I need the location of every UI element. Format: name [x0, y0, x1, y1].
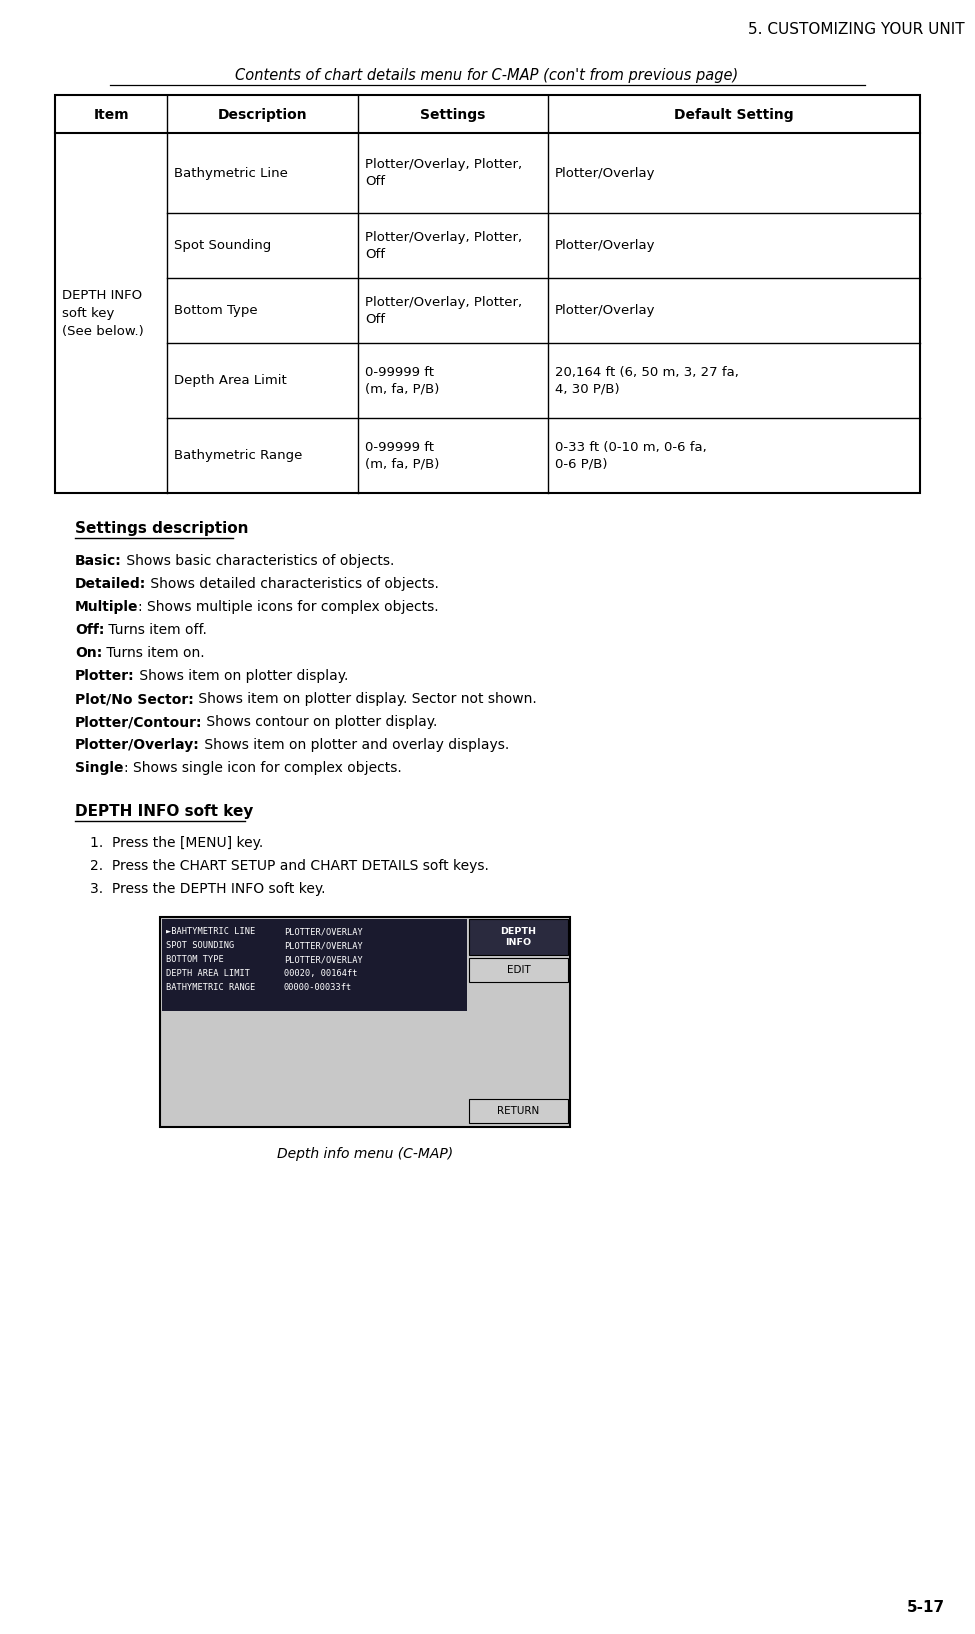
Text: 1.  Press the [MENU] key.: 1. Press the [MENU] key. [90, 837, 263, 850]
Text: Bathymetric Range: Bathymetric Range [175, 449, 303, 462]
Text: Shows basic characteristics of objects.: Shows basic characteristics of objects. [122, 554, 394, 569]
Text: EDIT: EDIT [507, 966, 530, 975]
Text: Shows item on plotter display.: Shows item on plotter display. [135, 668, 348, 683]
Text: Plotter/Overlay, Plotter,
Off: Plotter/Overlay, Plotter, Off [365, 296, 522, 325]
Text: 0-99999 ft
(m, fa, P/B): 0-99999 ft (m, fa, P/B) [365, 366, 439, 395]
Text: 0-99999 ft
(m, fa, P/B): 0-99999 ft (m, fa, P/B) [365, 441, 439, 471]
Text: DEPTH INFO soft key: DEPTH INFO soft key [75, 804, 254, 819]
Text: On:: On: [75, 645, 102, 660]
Text: Basic:: Basic: [75, 554, 122, 569]
Text: 20,164 ft (6, 50 m, 3, 27 fa,
4, 30 P/B): 20,164 ft (6, 50 m, 3, 27 fa, 4, 30 P/B) [555, 366, 739, 395]
Text: 0-33 ft (0-10 m, 0-6 fa,
0-6 P/B): 0-33 ft (0-10 m, 0-6 fa, 0-6 P/B) [555, 441, 707, 471]
Text: RETURN: RETURN [497, 1106, 539, 1116]
Text: Shows item on plotter display. Sector not shown.: Shows item on plotter display. Sector no… [194, 693, 536, 706]
Text: Detailed:: Detailed: [75, 577, 146, 592]
Text: BOTTOM TYPE: BOTTOM TYPE [166, 954, 223, 964]
Text: Single: Single [75, 761, 124, 775]
Text: Plotter/Overlay, Plotter,
Off: Plotter/Overlay, Plotter, Off [365, 158, 522, 188]
Text: DEPTH AREA LIMIT: DEPTH AREA LIMIT [166, 969, 250, 979]
Text: 5. CUSTOMIZING YOUR UNIT: 5. CUSTOMIZING YOUR UNIT [749, 21, 965, 38]
Text: Depth info menu (C-MAP): Depth info menu (C-MAP) [277, 1147, 453, 1162]
Text: Off:: Off: [75, 623, 104, 637]
Text: Shows contour on plotter display.: Shows contour on plotter display. [203, 716, 438, 729]
Text: Depth Area Limit: Depth Area Limit [175, 374, 288, 387]
Text: 00020, 00164ft: 00020, 00164ft [284, 969, 358, 979]
Text: Plotter/Contour:: Plotter/Contour: [75, 716, 203, 729]
Bar [162, 918, 467, 1011]
Bar [160, 917, 570, 1127]
Text: 3.  Press the DEPTH INFO soft key.: 3. Press the DEPTH INFO soft key. [90, 882, 326, 895]
Text: : Shows multiple icons for complex objects.: : Shows multiple icons for complex objec… [138, 600, 439, 614]
Text: Turns item on.: Turns item on. [102, 645, 205, 660]
Text: PLOTTER/OVERLAY: PLOTTER/OVERLAY [284, 954, 363, 964]
Text: Spot Sounding: Spot Sounding [175, 239, 272, 252]
Text: Default Setting: Default Setting [675, 108, 794, 123]
Text: 00000-00033ft: 00000-00033ft [284, 984, 352, 992]
Text: BATHYMETRIC RANGE: BATHYMETRIC RANGE [166, 984, 255, 992]
Text: Turns item off.: Turns item off. [104, 623, 208, 637]
Bar [469, 958, 568, 982]
Text: Bathymetric Line: Bathymetric Line [175, 167, 289, 180]
Text: 5-17: 5-17 [907, 1600, 945, 1614]
Text: PLOTTER/OVERLAY: PLOTTER/OVERLAY [284, 926, 363, 936]
Text: Plotter/Overlay:: Plotter/Overlay: [75, 739, 200, 752]
Text: Contents of chart details menu for C-MAP (con't from previous page): Contents of chart details menu for C-MAP… [235, 69, 739, 83]
Text: Plotter/Overlay: Plotter/Overlay [555, 304, 655, 317]
Text: Description: Description [217, 108, 307, 123]
Bar [469, 1100, 568, 1123]
Text: Plotter/Overlay: Plotter/Overlay [555, 167, 655, 180]
Text: Shows item on plotter and overlay displays.: Shows item on plotter and overlay displa… [200, 739, 509, 752]
Text: Settings description: Settings description [75, 521, 249, 536]
Text: 2.  Press the CHART SETUP and CHART DETAILS soft keys.: 2. Press the CHART SETUP and CHART DETAI… [90, 859, 488, 873]
Text: Settings: Settings [420, 108, 486, 123]
Text: DEPTH
INFO: DEPTH INFO [500, 928, 536, 946]
Text: Plotter/Overlay: Plotter/Overlay [555, 239, 655, 252]
Text: Multiple: Multiple [75, 600, 138, 614]
Bar [469, 918, 568, 954]
Text: Bottom Type: Bottom Type [175, 304, 258, 317]
Text: : Shows single icon for complex objects.: : Shows single icon for complex objects. [124, 761, 402, 775]
Text: SPOT SOUNDING: SPOT SOUNDING [166, 941, 234, 949]
Text: Shows detailed characteristics of objects.: Shows detailed characteristics of object… [146, 577, 439, 592]
Text: Plotter/Overlay, Plotter,
Off: Plotter/Overlay, Plotter, Off [365, 230, 522, 260]
Text: Item: Item [94, 108, 129, 123]
Text: ►BAHTYMETRIC LINE: ►BAHTYMETRIC LINE [166, 926, 255, 936]
Text: Plotter:: Plotter: [75, 668, 135, 683]
Bar [55, 95, 920, 493]
Text: PLOTTER/OVERLAY: PLOTTER/OVERLAY [284, 941, 363, 949]
Text: DEPTH INFO
soft key
(See below.): DEPTH INFO soft key (See below.) [62, 289, 143, 338]
Text: Plot/No Sector:: Plot/No Sector: [75, 693, 194, 706]
